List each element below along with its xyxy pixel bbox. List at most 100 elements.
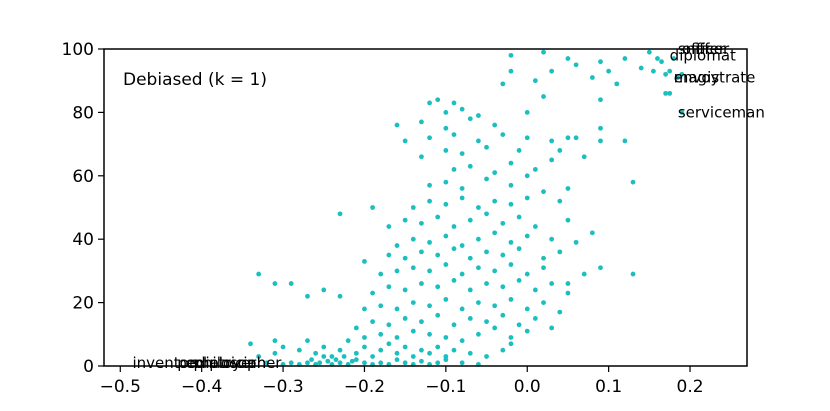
data-point <box>419 281 424 286</box>
data-point <box>435 97 441 103</box>
data-point <box>443 335 449 340</box>
data-point <box>451 246 457 252</box>
data-point <box>443 262 449 267</box>
data-point <box>419 119 424 125</box>
data-point <box>333 357 339 363</box>
data-point <box>394 306 400 312</box>
data-point <box>492 170 498 176</box>
data-point <box>362 344 367 350</box>
data-point <box>508 335 514 340</box>
data-point <box>638 65 644 71</box>
data-point <box>549 325 555 331</box>
data-point <box>419 358 424 364</box>
data-point <box>402 138 408 144</box>
data-point <box>386 322 392 328</box>
data-point <box>508 201 514 207</box>
data-point <box>443 110 449 115</box>
data-point <box>557 198 563 204</box>
data-point <box>667 68 673 74</box>
data-point <box>516 148 522 153</box>
data-point <box>651 68 656 74</box>
data-point <box>500 81 506 87</box>
data-point <box>565 281 571 286</box>
data-point <box>532 167 538 172</box>
data-point <box>516 246 522 252</box>
data-point <box>386 252 392 258</box>
data-point <box>524 306 530 312</box>
data-point <box>443 354 449 359</box>
data-point <box>467 217 473 223</box>
x-tick-label: −0.2 <box>344 377 385 397</box>
data-point <box>655 56 660 61</box>
data-point <box>378 271 384 277</box>
data-point <box>549 236 555 242</box>
data-point <box>541 49 546 55</box>
data-point <box>305 338 310 344</box>
y-tick-label: 80 <box>72 103 94 123</box>
data-point <box>321 344 327 350</box>
data-point <box>614 81 620 87</box>
data-point <box>410 205 416 210</box>
data-point <box>459 338 465 344</box>
data-point <box>492 303 498 309</box>
data-point <box>435 284 441 290</box>
data-point <box>622 138 628 144</box>
data-point <box>598 59 603 65</box>
data-point <box>589 75 595 80</box>
data-point <box>492 122 498 128</box>
data-point <box>524 195 530 201</box>
data-point <box>353 357 359 363</box>
data-point <box>532 287 538 293</box>
data-point <box>667 90 673 96</box>
data-point <box>248 341 253 347</box>
data-point <box>427 303 432 309</box>
data-point <box>435 214 441 220</box>
data-point <box>467 316 473 321</box>
data-point <box>541 255 546 261</box>
data-point <box>288 281 294 286</box>
data-point <box>467 163 473 169</box>
y-axis: 0 20 40 60 80 100 <box>62 40 104 377</box>
point-annotation: inventor <box>132 354 195 372</box>
data-point <box>394 357 400 363</box>
data-point <box>443 233 449 239</box>
data-point <box>378 331 384 337</box>
data-point <box>476 265 481 271</box>
data-point <box>272 350 278 356</box>
data-point <box>272 338 278 344</box>
data-point <box>317 360 323 366</box>
data-point <box>524 173 530 179</box>
data-point <box>549 68 555 74</box>
data-point <box>435 344 441 350</box>
y-tick-label: 0 <box>83 357 94 377</box>
data-point <box>402 344 408 350</box>
y-tick-label: 20 <box>72 294 94 314</box>
data-point <box>305 293 310 299</box>
data-point <box>419 154 424 160</box>
data-point <box>467 287 473 293</box>
data-point <box>451 224 457 229</box>
data-point <box>443 125 449 131</box>
data-point <box>378 303 384 309</box>
data-point <box>606 68 612 74</box>
point-annotation: officer <box>682 40 730 58</box>
data-point <box>443 179 449 185</box>
data-point <box>402 316 408 321</box>
data-point <box>659 59 664 65</box>
data-point <box>386 224 392 229</box>
data-point <box>508 52 514 58</box>
x-tick-label: −0.4 <box>181 377 222 397</box>
data-point <box>410 354 416 359</box>
data-point <box>410 265 416 271</box>
data-point <box>484 249 489 255</box>
data-point <box>508 262 514 267</box>
point-annotation: serviceman <box>678 103 765 121</box>
data-point <box>353 325 359 331</box>
x-tick-label: 0.1 <box>595 377 622 397</box>
data-point <box>524 271 530 277</box>
data-point <box>459 186 465 191</box>
x-axis: −0.5 −0.4 −0.3 −0.2 −0.1 0.0 0.1 0.2 <box>100 366 704 397</box>
data-point <box>549 281 555 286</box>
data-point <box>337 211 343 217</box>
data-point <box>500 284 506 290</box>
